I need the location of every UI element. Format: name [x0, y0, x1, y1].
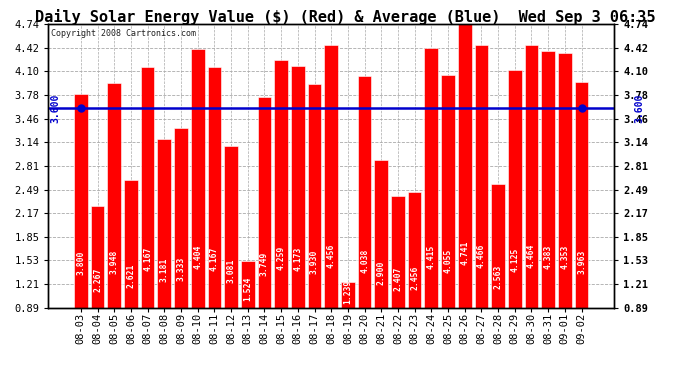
Text: 3.600: 3.600	[51, 93, 61, 123]
Bar	[308, 84, 322, 373]
Text: 3.081: 3.081	[226, 259, 235, 284]
Bar	[108, 82, 121, 373]
Text: 3.749: 3.749	[260, 252, 269, 276]
Text: 1.524: 1.524	[244, 276, 253, 300]
Text: 4.383: 4.383	[544, 244, 553, 269]
Text: 4.353: 4.353	[560, 245, 569, 269]
Bar	[558, 53, 572, 373]
Text: 3.948: 3.948	[110, 249, 119, 274]
Text: 2.563: 2.563	[493, 265, 502, 289]
Bar	[441, 75, 455, 373]
Text: 3.181: 3.181	[160, 258, 169, 282]
Text: 4.167: 4.167	[143, 247, 152, 272]
Bar	[475, 45, 489, 373]
Text: 3.930: 3.930	[310, 250, 319, 274]
Bar	[257, 97, 271, 373]
Text: 4.466: 4.466	[477, 244, 486, 268]
Bar	[174, 128, 188, 373]
Text: 4.456: 4.456	[326, 244, 336, 268]
Text: 1.239: 1.239	[344, 279, 353, 304]
Bar	[341, 282, 355, 373]
Text: 2.900: 2.900	[377, 261, 386, 285]
Text: 3.963: 3.963	[577, 249, 586, 274]
Text: 2.407: 2.407	[393, 266, 402, 291]
Bar	[124, 180, 138, 373]
Bar	[324, 45, 338, 373]
Bar	[424, 48, 438, 373]
Text: 2.621: 2.621	[126, 264, 135, 288]
Text: 4.167: 4.167	[210, 247, 219, 272]
Bar	[458, 24, 471, 373]
Bar	[357, 76, 371, 373]
Bar	[391, 196, 405, 373]
Text: 4.125: 4.125	[511, 248, 520, 272]
Bar	[208, 66, 221, 373]
Bar	[141, 66, 155, 373]
Bar	[90, 206, 104, 373]
Bar	[491, 184, 505, 373]
Bar	[224, 146, 238, 373]
Bar	[191, 49, 204, 373]
Bar	[524, 45, 538, 373]
Text: 4.404: 4.404	[193, 244, 202, 269]
Text: 4.038: 4.038	[360, 248, 369, 273]
Bar	[291, 66, 305, 373]
Bar	[275, 60, 288, 373]
Text: Daily Solar Energy Value ($) (Red) & Average (Blue)  Wed Sep 3 06:35: Daily Solar Energy Value ($) (Red) & Ave…	[34, 9, 655, 26]
Text: 3.800: 3.800	[77, 251, 86, 275]
Bar	[542, 51, 555, 373]
Text: 2.267: 2.267	[93, 268, 102, 292]
Bar	[375, 160, 388, 373]
Text: 4.173: 4.173	[293, 247, 302, 271]
Text: 4.415: 4.415	[427, 244, 436, 268]
Text: 4.741: 4.741	[460, 241, 469, 265]
Bar	[575, 81, 589, 373]
Bar	[508, 70, 522, 373]
Bar	[157, 139, 171, 373]
Text: 4.259: 4.259	[277, 246, 286, 270]
Text: 2.456: 2.456	[410, 266, 419, 290]
Text: 3.333: 3.333	[177, 256, 186, 280]
Text: 4.464: 4.464	[527, 244, 536, 268]
Text: Copyright 2008 Cartronics.com: Copyright 2008 Cartronics.com	[51, 28, 196, 38]
Text: 3.600: 3.600	[634, 93, 644, 123]
Text: 4.055: 4.055	[444, 248, 453, 273]
Bar	[241, 261, 255, 373]
Bar	[74, 93, 88, 373]
Bar	[408, 192, 422, 373]
